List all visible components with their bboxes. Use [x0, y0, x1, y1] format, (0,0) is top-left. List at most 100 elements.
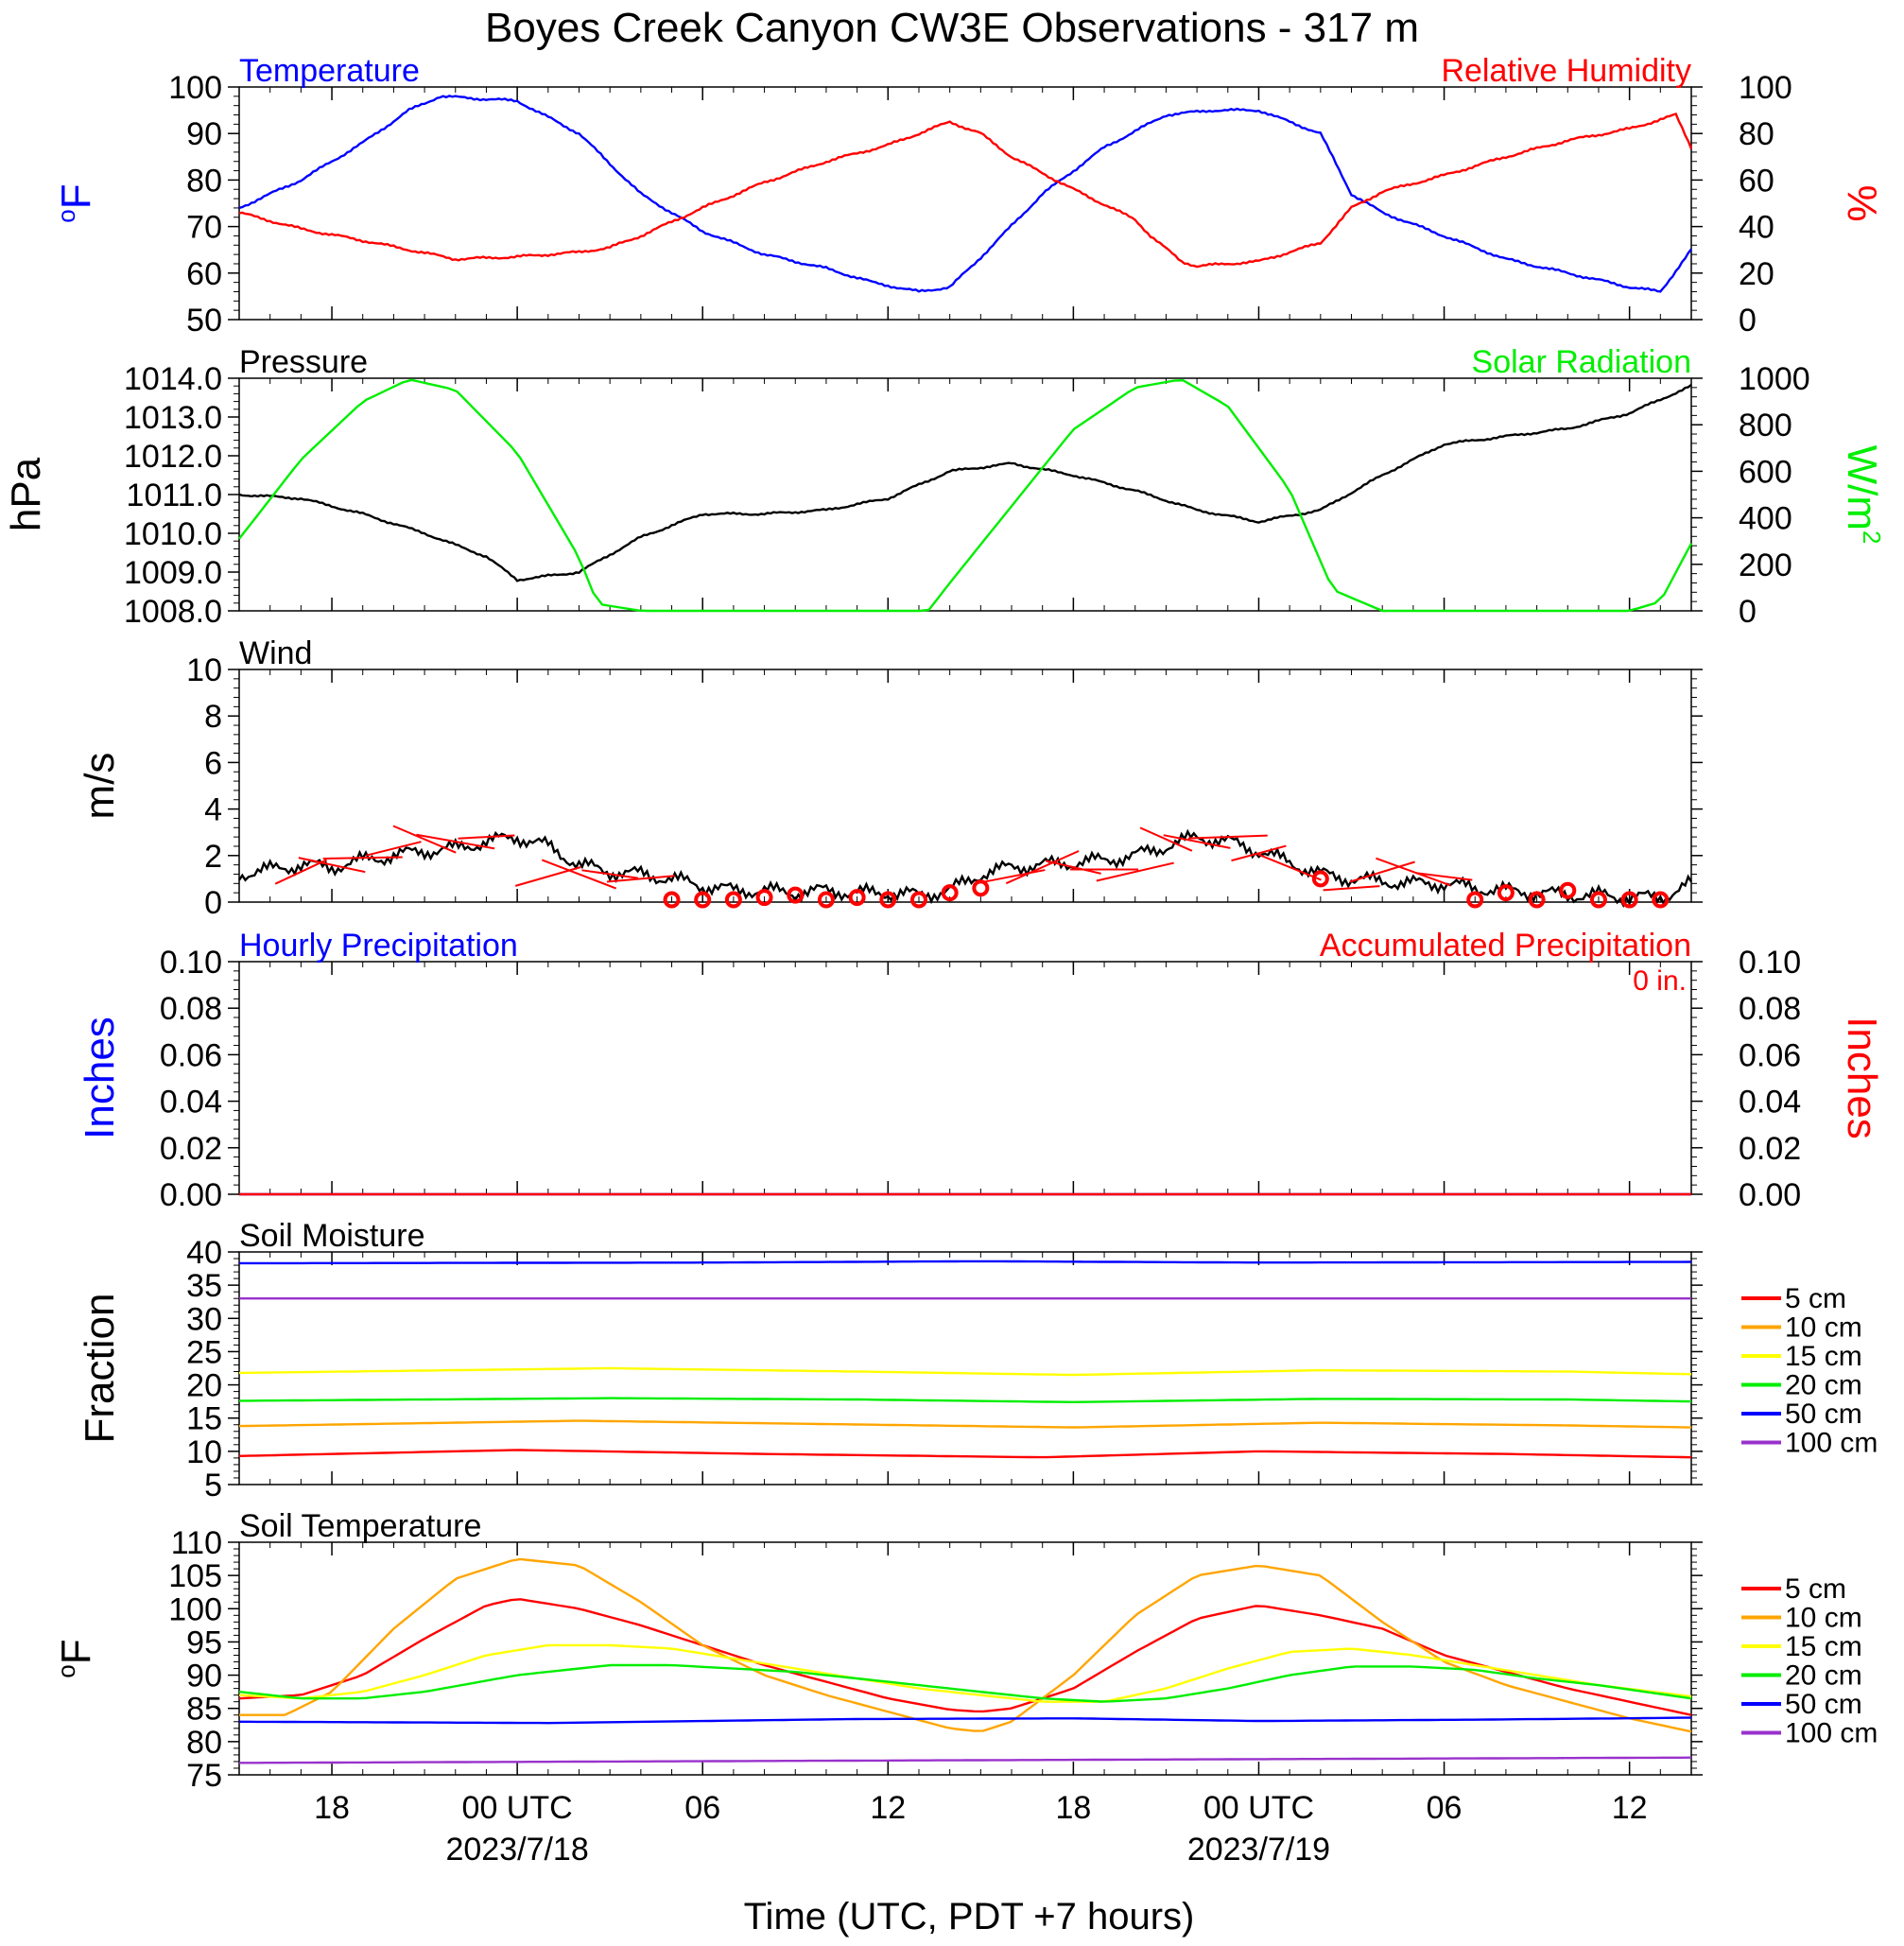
- y2-tick-label-3: 0.10: [1739, 945, 1801, 981]
- x-tick-label: 18: [1055, 1790, 1091, 1826]
- y2-tick-label-0: 40: [1739, 210, 1774, 246]
- x-tick-label: 00 UTC: [462, 1790, 573, 1826]
- series-line-20-cm: [238, 1663, 1692, 1703]
- y-tick-label-5: 80: [186, 1725, 222, 1761]
- y2-tick-label-0: 60: [1739, 163, 1774, 199]
- y-tick-label-1: 1009.0: [124, 555, 222, 591]
- legend-label: 100 cm: [1785, 1428, 1878, 1459]
- x-tick-date-label: 2023/7/18: [445, 1832, 588, 1868]
- wind-calm-circle: [817, 891, 835, 909]
- y-tick-label-5: 90: [186, 1659, 222, 1694]
- wind-calm-circle: [724, 891, 742, 909]
- y-tick-label-1: 1010.0: [124, 516, 222, 552]
- y2-tick-label-0: 0: [1739, 303, 1757, 339]
- wind-calm-circle: [1528, 891, 1546, 909]
- wind-barb: [1005, 850, 1080, 885]
- wind-calm-circle: [1466, 891, 1484, 909]
- x-tick-label: 06: [684, 1790, 720, 1826]
- series-line-5-cm: [238, 1449, 1692, 1459]
- y2-tick-label-3: 0.06: [1739, 1037, 1801, 1073]
- wind-calm-circle: [1559, 881, 1577, 899]
- panel-frame-0: [238, 86, 1692, 321]
- series-line-10-cm: [239, 1557, 1692, 1733]
- legend-label: 15 cm: [1785, 1341, 1862, 1372]
- y2-tick-label-3: 0.02: [1739, 1131, 1801, 1167]
- wind-barb: [978, 869, 1046, 884]
- y-tick-label-3: 0.02: [160, 1131, 222, 1167]
- y2-tick-label-1: 200: [1739, 547, 1792, 583]
- series-line-50-cm: [239, 1716, 1691, 1725]
- panel-title-left: Hourly Precipitation: [239, 928, 518, 964]
- wind-calm-circle: [848, 889, 866, 907]
- wind-calm-circle: [972, 879, 990, 897]
- wind-barb: [366, 841, 422, 857]
- y-axis-label: m/s: [77, 753, 123, 820]
- y2-tick-label-0: 20: [1739, 256, 1774, 292]
- wind-calm-circle: [879, 891, 897, 909]
- wind-barb: [1376, 857, 1451, 887]
- y-tick-label-0: 80: [186, 163, 222, 199]
- y-axis-label: Fraction: [77, 1294, 123, 1444]
- wind-barb: [1096, 861, 1174, 882]
- panel-title-left: Pressure: [239, 344, 368, 380]
- y-tick-label-0: 60: [186, 256, 222, 292]
- y-tick-label-4: 25: [186, 1334, 222, 1370]
- panel-frame-1: [238, 377, 1692, 612]
- y-tick-label-0: 50: [186, 303, 222, 339]
- y-tick-label-2: 10: [186, 652, 222, 688]
- y2-tick-label-1: 800: [1739, 408, 1792, 443]
- wind-barb: [1415, 872, 1473, 881]
- legend-label: 50 cm: [1785, 1399, 1862, 1430]
- wind-barb: [392, 825, 457, 854]
- y2-tick-label-1: 400: [1739, 501, 1792, 537]
- y2-tick-label-3: 0.08: [1739, 991, 1801, 1027]
- y-tick-label-1: 1014.0: [124, 361, 222, 397]
- series-line-15-cm: [238, 1643, 1692, 1703]
- panel-title-left: Temperature: [239, 53, 420, 89]
- y2-tick-label-0: 80: [1739, 116, 1774, 152]
- wind-calm-circle: [694, 891, 712, 909]
- y-tick-label-3: 0.04: [160, 1085, 222, 1121]
- y-tick-label-2: 6: [204, 745, 222, 781]
- series-line-5-cm: [238, 1598, 1692, 1716]
- legend-label: 15 cm: [1785, 1631, 1862, 1662]
- panel-precipitation: 0.00 0.02 0.04 0.06 0.08 0.10 0.00 0.02 0.04 0.06…: [77, 928, 1885, 1213]
- y-tick-label-5: 75: [186, 1758, 222, 1794]
- x-tick-label: 18: [314, 1790, 350, 1826]
- series-line-20-cm: [239, 1397, 1692, 1404]
- y2-axis-label: W/m2: [1839, 445, 1886, 545]
- panel-title-left: Soil Temperature: [239, 1508, 481, 1544]
- x-tick-label: 12: [1612, 1790, 1648, 1826]
- wind-calm-circle: [1652, 891, 1670, 909]
- y-axis-label: oF: [52, 1639, 99, 1677]
- y-tick-label-4: 5: [204, 1468, 222, 1503]
- y-tick-label-0: 90: [186, 116, 222, 152]
- y2-tick-label-3: 0.00: [1739, 1177, 1801, 1213]
- series-line-100-cm: [239, 1756, 1692, 1764]
- y-tick-label-0: 100: [168, 70, 222, 106]
- panel-title-left: Soil Moisture: [239, 1218, 425, 1254]
- wind-barb: [1349, 860, 1415, 883]
- wind-barb: [298, 857, 366, 874]
- y2-axis-label: Inches: [1839, 1016, 1885, 1139]
- figure-title: Boyes Creek Canyon CW3E Observations - 3…: [485, 5, 1419, 51]
- wind-calm-circle: [941, 884, 959, 902]
- y-tick-label-5: 100: [168, 1591, 222, 1627]
- series-line-pressure: [238, 383, 1692, 582]
- y-tick-label-1: 1011.0: [127, 478, 222, 513]
- y-tick-label-0: 70: [186, 210, 222, 246]
- wind-calm-circle: [787, 886, 805, 904]
- series-line-relative-humidity: [238, 113, 1693, 269]
- wind-barb: [1139, 826, 1193, 852]
- wind-calm-circle: [663, 891, 681, 909]
- y-tick-label-3: 0.10: [160, 945, 222, 981]
- wind-barb: [1045, 860, 1101, 875]
- y-tick-label-4: 20: [186, 1368, 222, 1404]
- wind-barb: [274, 859, 327, 885]
- y-tick-label-5: 85: [186, 1692, 222, 1728]
- wind-barb: [322, 856, 403, 860]
- panel-temperature_humidity: 50 60 70 80 90 100 0 20 40 60 80 100 Temperature Rela…: [52, 53, 1885, 339]
- legend-label: 100 cm: [1785, 1718, 1878, 1749]
